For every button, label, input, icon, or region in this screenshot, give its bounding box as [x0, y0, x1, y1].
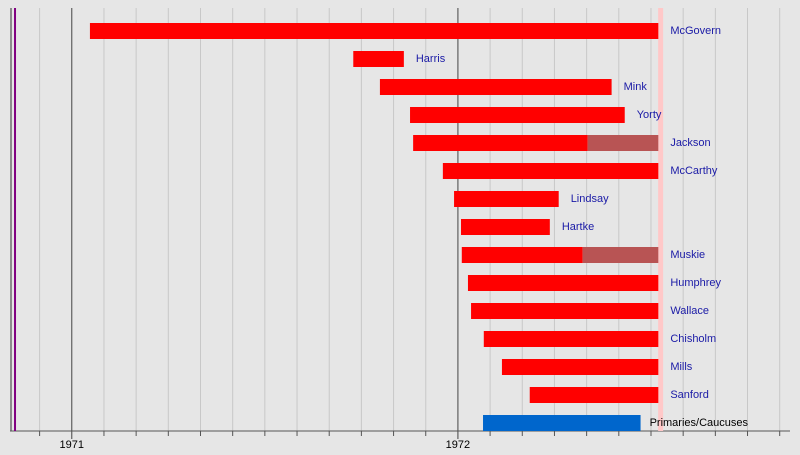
- period-label: Primaries/Caucuses: [650, 417, 749, 429]
- bar: [529, 387, 659, 403]
- bar: [483, 331, 659, 347]
- bar: [379, 79, 612, 95]
- bar: [89, 23, 659, 39]
- bar-label: McGovern: [670, 25, 721, 37]
- bar: [442, 163, 659, 179]
- bar-label: Chisholm: [670, 333, 716, 345]
- bar-label: Muskie: [670, 249, 705, 261]
- bar-label: Sanford: [670, 389, 709, 401]
- period-bar: [483, 415, 641, 431]
- bar-label: Mink: [624, 81, 648, 93]
- bar-label: Yorty: [637, 109, 662, 121]
- bar-label: McCarthy: [670, 165, 718, 177]
- bar: [471, 303, 659, 319]
- bar-label: Hartke: [562, 221, 594, 233]
- withdrawn-bar: [582, 247, 659, 263]
- bar: [461, 247, 583, 263]
- bar: [410, 107, 625, 123]
- bar: [501, 359, 659, 375]
- withdrawn-bar: [587, 135, 659, 151]
- bar-label: Harris: [416, 53, 446, 65]
- bar-label: Wallace: [670, 305, 709, 317]
- bar-label: Lindsay: [571, 193, 609, 205]
- bar: [461, 219, 550, 235]
- bar: [353, 51, 404, 67]
- bar-label: Humphrey: [670, 277, 721, 289]
- bar-label: Jackson: [670, 137, 710, 149]
- x-tick-label: 1972: [446, 439, 470, 451]
- bar: [454, 191, 559, 207]
- bar-label: Mills: [670, 361, 692, 373]
- bar: [467, 275, 659, 291]
- bar: [413, 135, 588, 151]
- x-tick-label: 1971: [60, 439, 84, 451]
